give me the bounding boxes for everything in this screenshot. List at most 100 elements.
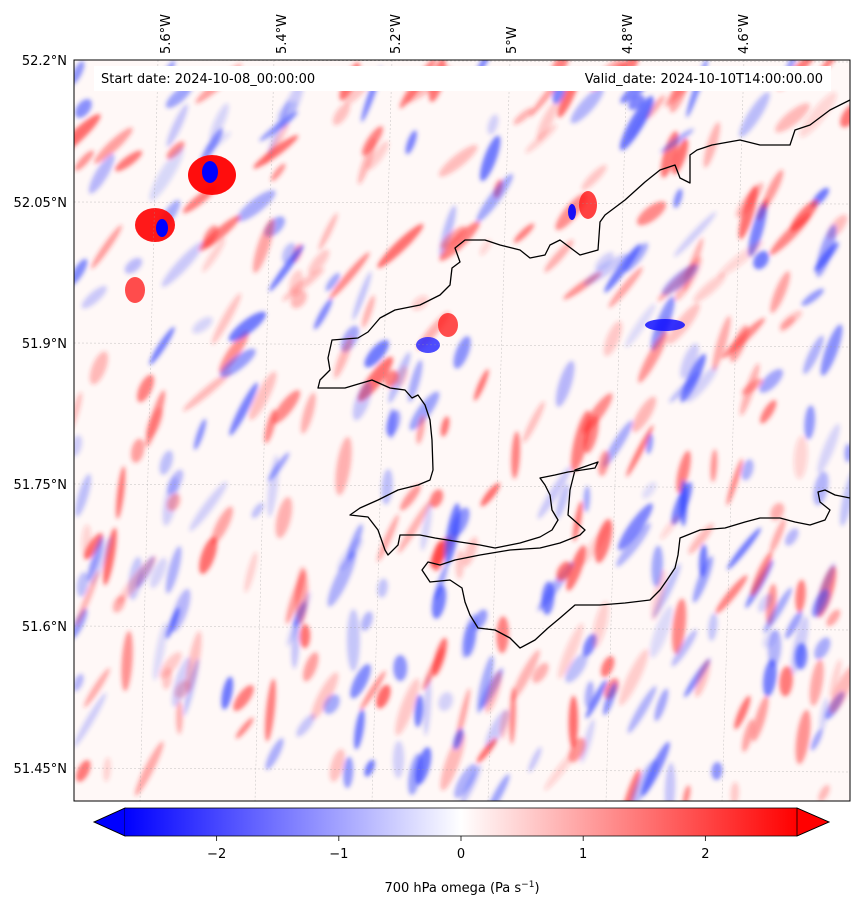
descent-streak (76, 572, 89, 597)
descent-streak (364, 339, 389, 368)
ascent-streak (244, 551, 258, 593)
descent-streak (350, 663, 371, 699)
descent-streak (757, 593, 773, 613)
descent-streak (460, 764, 482, 801)
descent-streak (219, 348, 256, 378)
descent-streak (296, 714, 315, 737)
descent-streak (686, 365, 718, 403)
ascent-streak (809, 659, 824, 706)
descent-streak (565, 653, 588, 683)
descent-streak (819, 698, 829, 733)
ascent-streak (252, 218, 275, 273)
descent-streak (193, 418, 207, 450)
descent-streak (844, 443, 850, 463)
ascent-streak (734, 695, 751, 730)
omega-blob (416, 337, 440, 353)
ascent-streak (318, 213, 338, 251)
ascent-streak (145, 407, 163, 439)
ascent-streak (333, 336, 353, 379)
lat-label-51-45n: 51.45°N (14, 762, 67, 777)
ascent-streak (790, 200, 819, 232)
descent-streak (840, 470, 850, 527)
descent-streak (555, 360, 575, 407)
ascent-streak (603, 321, 623, 356)
ascent-streak (770, 502, 785, 521)
descent-streak (352, 271, 372, 321)
ascent-streak (594, 519, 613, 563)
ascent-streak (795, 579, 806, 613)
descent-streak (444, 503, 461, 565)
descent-streak (580, 719, 595, 763)
ascent-streak (89, 351, 109, 385)
ascent-streak (159, 652, 182, 679)
ascent-streak (626, 425, 654, 477)
ascent-streak (694, 659, 711, 697)
descent-streak (583, 253, 629, 286)
lat-label-51-9n: 51.9°N (22, 337, 67, 352)
descent-streak (692, 555, 714, 603)
descent-streak (651, 545, 664, 587)
descent-streak (763, 587, 793, 634)
ascent-streak (367, 141, 389, 170)
descent-streak (674, 211, 717, 257)
ascent-streak (311, 672, 339, 720)
gridline (605, 60, 628, 801)
ascent-streak (738, 185, 758, 240)
ascent-streak (329, 749, 345, 782)
ascent-streak (332, 103, 350, 126)
ascent-streak (439, 221, 480, 261)
descent-streak (149, 326, 175, 365)
descent-streak (74, 673, 84, 692)
descent-streak (741, 459, 754, 481)
ascent-streak (233, 685, 254, 712)
omega-blob (156, 219, 168, 237)
descent-streak (327, 551, 356, 607)
ascent-streak (568, 695, 579, 749)
ascent-streak (81, 524, 92, 559)
descent-streak (759, 368, 783, 393)
descent-streak (221, 676, 234, 710)
descent-streak (711, 761, 723, 781)
gridline (74, 767, 850, 773)
descent-streak (487, 114, 499, 135)
descent-streak (820, 324, 843, 376)
descent-streak (209, 103, 229, 142)
gridline (74, 201, 850, 205)
descent-streak (629, 99, 656, 140)
omega-blob (645, 319, 685, 331)
ascent-streak (219, 330, 249, 374)
ascent-streak (688, 523, 714, 554)
ascent-streak (176, 700, 183, 735)
ascent-streak (91, 225, 123, 269)
omega-blob (579, 191, 597, 219)
descent-streak (763, 659, 777, 697)
ascent-streak (397, 500, 432, 554)
ascent-streak (513, 223, 535, 243)
descent-streak (377, 578, 388, 598)
ascent-streak (400, 484, 421, 511)
header-box (94, 66, 831, 91)
descent-streak (555, 483, 570, 520)
descent-streak (364, 759, 375, 777)
ascent-streak (740, 363, 760, 416)
descent-streak (461, 613, 478, 659)
descent-streak (671, 629, 698, 667)
omega-blob (202, 161, 218, 183)
descent-streak (251, 502, 264, 519)
colorbar-label: 700 hPa omega (Pa s−1) (384, 880, 539, 896)
descent-streak (393, 654, 408, 682)
descent-streak (585, 679, 607, 719)
descent-streak (387, 408, 396, 439)
descent-streak (480, 135, 501, 182)
descent-streak (708, 612, 718, 641)
descent-streak (405, 130, 417, 155)
descent-streak (616, 522, 651, 567)
ascent-streak (829, 659, 842, 698)
descent-streak (423, 675, 432, 736)
ascent-streak (360, 670, 386, 711)
descent-streak (595, 252, 614, 271)
descent-streak (352, 381, 372, 421)
descent-streak (646, 433, 654, 455)
descent-streak (810, 728, 823, 751)
descent-streak (189, 481, 228, 532)
